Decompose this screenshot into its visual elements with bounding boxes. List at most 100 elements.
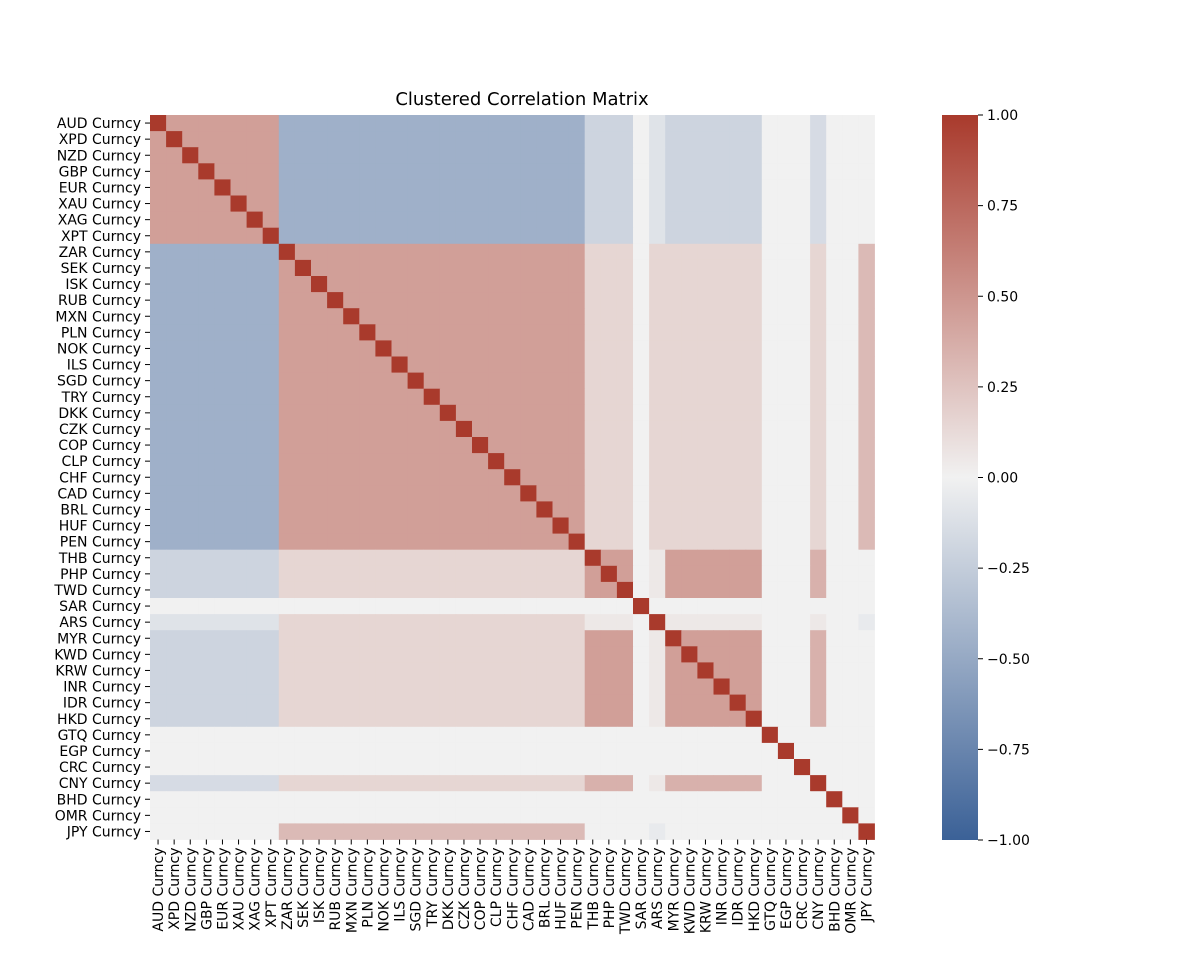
heatmap-cell <box>488 823 505 840</box>
heatmap-cell <box>343 614 360 631</box>
heatmap-cell <box>472 259 489 277</box>
heatmap-cell <box>810 179 827 196</box>
heatmap-cell <box>713 372 730 390</box>
heatmap-cell <box>150 469 167 486</box>
heatmap-cell <box>729 807 747 824</box>
heatmap-cell <box>359 662 376 679</box>
y-tick-label: ISK Curncy <box>65 277 141 293</box>
heatmap-cell <box>198 227 215 245</box>
heatmap-cell <box>439 308 457 325</box>
heatmap-cell <box>536 276 553 293</box>
heatmap-cell <box>681 742 698 760</box>
heatmap-cell <box>359 517 376 534</box>
heatmap-cell <box>311 420 328 438</box>
heatmap-cell <box>407 614 425 631</box>
heatmap-cell <box>166 147 183 164</box>
x-tick-label: COP Curncy <box>473 848 489 931</box>
heatmap-cell <box>633 372 650 390</box>
heatmap-cell <box>472 823 489 840</box>
heatmap-cell <box>439 195 457 212</box>
heatmap-cell <box>745 775 763 792</box>
heatmap-cell <box>166 565 183 583</box>
heatmap-cell <box>697 646 714 663</box>
heatmap-cell <box>375 710 392 728</box>
heatmap-cell <box>794 227 811 245</box>
heatmap-cell <box>777 469 795 486</box>
x-tick-label: ARS Curncy <box>650 848 666 930</box>
y-tick-label: PHP Curncy <box>60 567 141 583</box>
heatmap-cell <box>842 598 859 615</box>
heatmap-cell <box>633 227 650 245</box>
heatmap-cell <box>826 388 843 406</box>
heatmap-cell <box>794 179 811 196</box>
x-tick-label: CLP Curncy <box>489 848 505 927</box>
heatmap-cell <box>166 614 183 631</box>
heatmap-cell <box>649 308 666 325</box>
heatmap-cell <box>858 131 875 148</box>
heatmap-cell <box>343 791 360 808</box>
heatmap-cell <box>230 404 247 422</box>
heatmap-cell <box>278 372 296 390</box>
heatmap-cell <box>504 726 521 744</box>
heatmap-cell <box>745 807 763 824</box>
heatmap-cell <box>713 147 730 164</box>
heatmap-cell <box>568 807 586 824</box>
heatmap-cell <box>311 276 328 293</box>
heatmap-cell <box>182 807 199 824</box>
heatmap-cell <box>810 710 827 728</box>
heatmap-cell <box>568 356 586 373</box>
heatmap-cell <box>665 646 682 663</box>
heatmap-cell <box>343 823 360 840</box>
heatmap-cell <box>745 276 763 293</box>
colorbar-tick-label: 0.75 <box>987 199 1018 215</box>
heatmap-cell <box>311 694 328 712</box>
heatmap-cell <box>520 646 537 663</box>
heatmap-cell <box>520 195 537 212</box>
y-tick-label: COP Curncy <box>58 438 141 454</box>
heatmap-cell <box>343 404 360 422</box>
heatmap-cell <box>439 742 457 760</box>
heatmap-cell <box>600 614 618 631</box>
heatmap-cell <box>391 646 408 663</box>
heatmap-cell <box>504 211 521 229</box>
heatmap-cell <box>584 437 602 454</box>
heatmap-cell <box>262 131 280 148</box>
heatmap-cell <box>375 437 392 454</box>
heatmap-cell <box>745 759 763 776</box>
heatmap-cell <box>455 211 473 229</box>
heatmap-cell <box>488 147 505 164</box>
heatmap-cell <box>182 372 199 390</box>
heatmap-cell <box>472 485 489 502</box>
heatmap-cell <box>198 501 215 518</box>
heatmap-cell <box>584 630 602 647</box>
heatmap-cell <box>150 775 167 792</box>
heatmap-cell <box>166 179 183 196</box>
heatmap-cell <box>455 549 473 567</box>
heatmap-cell <box>311 678 328 695</box>
heatmap-cell <box>552 662 569 679</box>
heatmap-cell <box>455 131 473 148</box>
heatmap-cell <box>810 259 827 277</box>
heatmap-cell <box>311 742 328 760</box>
heatmap-cell <box>294 340 312 357</box>
heatmap-cell <box>472 292 489 309</box>
heatmap-cell <box>488 356 505 373</box>
heatmap-cell <box>536 227 553 245</box>
heatmap-cell <box>182 147 199 164</box>
heatmap-cell <box>745 259 763 277</box>
x-tick-label: INR Curncy <box>715 848 731 926</box>
heatmap-cell <box>697 791 714 808</box>
heatmap-cell <box>600 147 618 164</box>
heatmap-cell <box>278 581 296 599</box>
heatmap-cell <box>810 131 827 148</box>
heatmap-cell <box>713 420 730 438</box>
heatmap-cell <box>423 823 441 840</box>
heatmap-cell <box>230 565 247 583</box>
heatmap-cell <box>568 485 586 502</box>
heatmap-cell <box>745 163 763 180</box>
heatmap-cell <box>842 485 859 502</box>
y-tick-label: XPT Curncy <box>61 229 141 245</box>
y-tick-label: PLN Curncy <box>61 325 141 341</box>
heatmap-cell <box>794 259 811 277</box>
heatmap-cell <box>777 581 795 599</box>
